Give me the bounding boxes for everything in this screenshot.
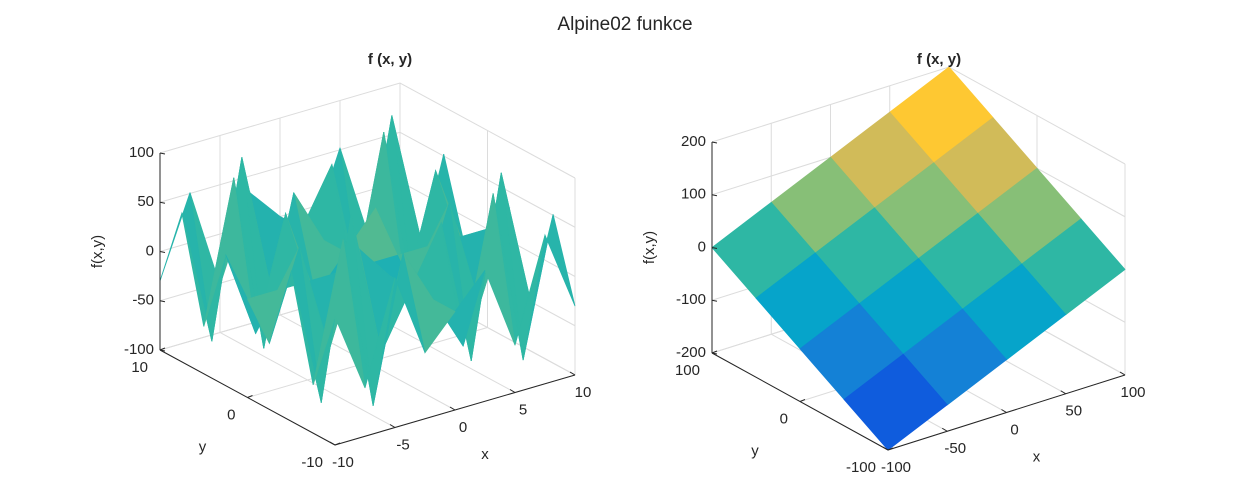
x-tick-label: 5 bbox=[519, 401, 527, 418]
x-tick bbox=[1060, 390, 1067, 395]
y-tick bbox=[887, 447, 894, 451]
y-axis-label: y bbox=[199, 438, 207, 455]
z-tick bbox=[159, 300, 166, 303]
y-tick-label: 100 bbox=[675, 362, 700, 379]
x-tick-label: 0 bbox=[1010, 421, 1018, 438]
z-axis-label: f(x,y) bbox=[641, 231, 658, 264]
x-tick-label: 0 bbox=[459, 419, 467, 436]
x-tick bbox=[449, 406, 456, 411]
y-tick bbox=[334, 442, 341, 446]
y-tick-label: 0 bbox=[227, 406, 235, 423]
z-tick-label: 0 bbox=[146, 242, 154, 259]
figure-title: Alpine02 funkce bbox=[557, 14, 692, 35]
y-tick-label: -100 bbox=[846, 459, 876, 476]
z-tick bbox=[711, 141, 718, 144]
axes: -100-50050100-1000100-200-1000100200xyf(… bbox=[641, 51, 1146, 476]
x-tick-label: 10 bbox=[575, 384, 592, 401]
x-axis-label: x bbox=[1033, 448, 1041, 465]
y-tick bbox=[247, 395, 253, 398]
chart-title: f (x, y) bbox=[917, 51, 961, 68]
z-tick-label: -100 bbox=[124, 341, 154, 358]
z-tick bbox=[159, 349, 166, 352]
x-tick bbox=[569, 371, 576, 376]
z-tick bbox=[711, 194, 718, 197]
x-tick bbox=[509, 389, 516, 393]
x-tick bbox=[882, 446, 889, 451]
z-tick bbox=[711, 352, 718, 355]
z-tick-label: 50 bbox=[137, 193, 154, 210]
z-tick-label: 100 bbox=[129, 144, 154, 161]
z-tick bbox=[159, 201, 166, 204]
z-tick-label: -200 bbox=[676, 344, 706, 361]
x-tick bbox=[941, 427, 948, 432]
x-axis-label: x bbox=[481, 446, 489, 463]
surface-patch bbox=[312, 239, 366, 389]
x-tick bbox=[389, 424, 396, 428]
z-tick-label: 0 bbox=[698, 238, 706, 255]
x-tick-label: -10 bbox=[332, 454, 354, 471]
y-tick-label: 10 bbox=[131, 359, 148, 376]
z-tick bbox=[159, 251, 166, 253]
z-tick-label: -50 bbox=[132, 292, 154, 309]
z-axis-label: f(x,y) bbox=[89, 235, 106, 268]
z-tick-label: 100 bbox=[681, 186, 706, 203]
x-tick bbox=[329, 441, 336, 446]
z-tick bbox=[711, 247, 718, 249]
x-tick bbox=[1119, 371, 1126, 376]
y-tick-label: -10 bbox=[301, 454, 323, 471]
x-tick-label: -50 bbox=[944, 440, 966, 457]
z-tick-label: -100 bbox=[676, 291, 706, 308]
grid-line bbox=[159, 82, 576, 179]
x-tick-label: -100 bbox=[881, 459, 911, 476]
x-tick-label: 50 bbox=[1065, 403, 1082, 420]
y-tick bbox=[799, 399, 806, 402]
y-tick-label: 0 bbox=[780, 410, 788, 427]
surface-patch bbox=[843, 353, 948, 451]
z-tick-label: 200 bbox=[681, 133, 706, 150]
x-tick-label: 100 bbox=[1120, 384, 1145, 401]
z-tick bbox=[711, 299, 718, 302]
chart-title: f (x, y) bbox=[368, 51, 412, 68]
z-tick bbox=[159, 152, 166, 155]
x-tick-label: -5 bbox=[396, 436, 409, 453]
y-axis-label: y bbox=[751, 442, 759, 459]
x-tick bbox=[1001, 409, 1007, 413]
